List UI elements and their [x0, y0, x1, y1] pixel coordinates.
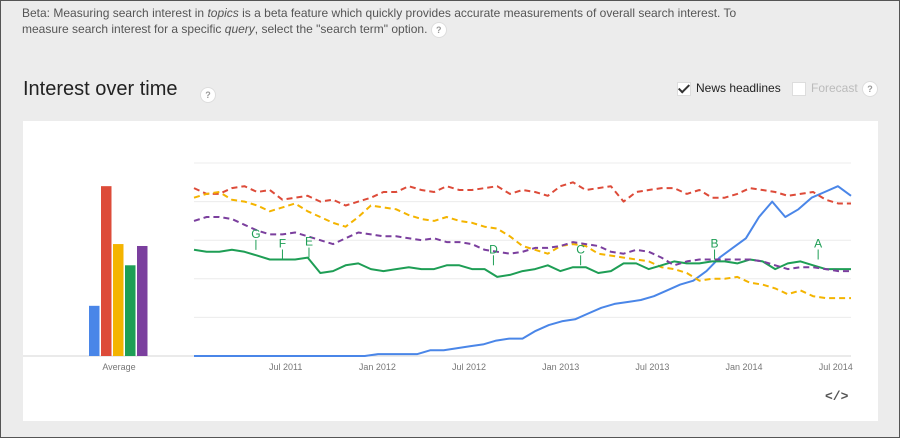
x-tick-label: Jan 2013 [542, 362, 579, 372]
average-bar [125, 265, 136, 356]
x-tick-label: Jul 2013 [635, 362, 669, 372]
x-tick-label: Jan 2014 [726, 362, 763, 372]
news-headlines-checkbox[interactable] [677, 81, 691, 96]
annotation-label: E [305, 235, 313, 249]
average-bar [137, 245, 148, 356]
x-tick-label: Jan 2012 [359, 362, 396, 372]
beta-help-icon[interactable]: ? [430, 21, 447, 38]
embed-code-icon[interactable]: </> [825, 389, 849, 404]
x-tick-label: Jul 2011 [269, 362, 302, 372]
interest-over-time-chart: Average Jul 2011 Jan 2012 Jul 2012 Jan 2013 J… [23, 162, 853, 372]
annotation-label: G [251, 227, 260, 241]
annotation-label: B [711, 237, 719, 251]
series-line [193, 216, 851, 273]
annotation-label: F [279, 237, 286, 251]
series-line [193, 191, 851, 300]
news-headlines-label: News headlines [696, 81, 781, 95]
beta-note-query: query [224, 22, 255, 36]
average-bar [113, 244, 124, 356]
beta-note-topics: topics [207, 6, 239, 20]
annotation-label: A [814, 237, 822, 251]
page-title: Interest over time [23, 78, 178, 100]
annotation-label: D [489, 242, 498, 256]
series-line [193, 248, 851, 278]
chart-panel: Average Jul 2011 Jan 2012 Jul 2012 Jan 2013 J… [23, 121, 878, 421]
average-label: Average [102, 362, 135, 372]
average-bar [101, 186, 112, 356]
forecast-label: Forecast [811, 81, 858, 95]
beta-note-text-3: , select the "search term" option. [254, 22, 428, 36]
beta-note-text-1: Beta: Measuring search interest in [22, 6, 208, 20]
forecast-toggle[interactable]: Forecast [792, 81, 858, 96]
forecast-checkbox[interactable] [792, 81, 806, 96]
beta-note-text-2: is a beta feature which quickly provides… [22, 6, 737, 36]
title-help-icon[interactable]: ? [200, 87, 216, 103]
x-tick-label: Jul 2012 [452, 362, 486, 372]
x-tick-label: Jul 2014 [819, 362, 853, 372]
series-line [194, 185, 852, 357]
annotation-label: C [576, 242, 585, 256]
forecast-help-icon[interactable]: ? [862, 81, 878, 97]
beta-note: Beta: Measuring search interest in topic… [22, 5, 782, 38]
average-bar [89, 305, 100, 356]
news-headlines-toggle[interactable]: News headlines [677, 81, 781, 96]
